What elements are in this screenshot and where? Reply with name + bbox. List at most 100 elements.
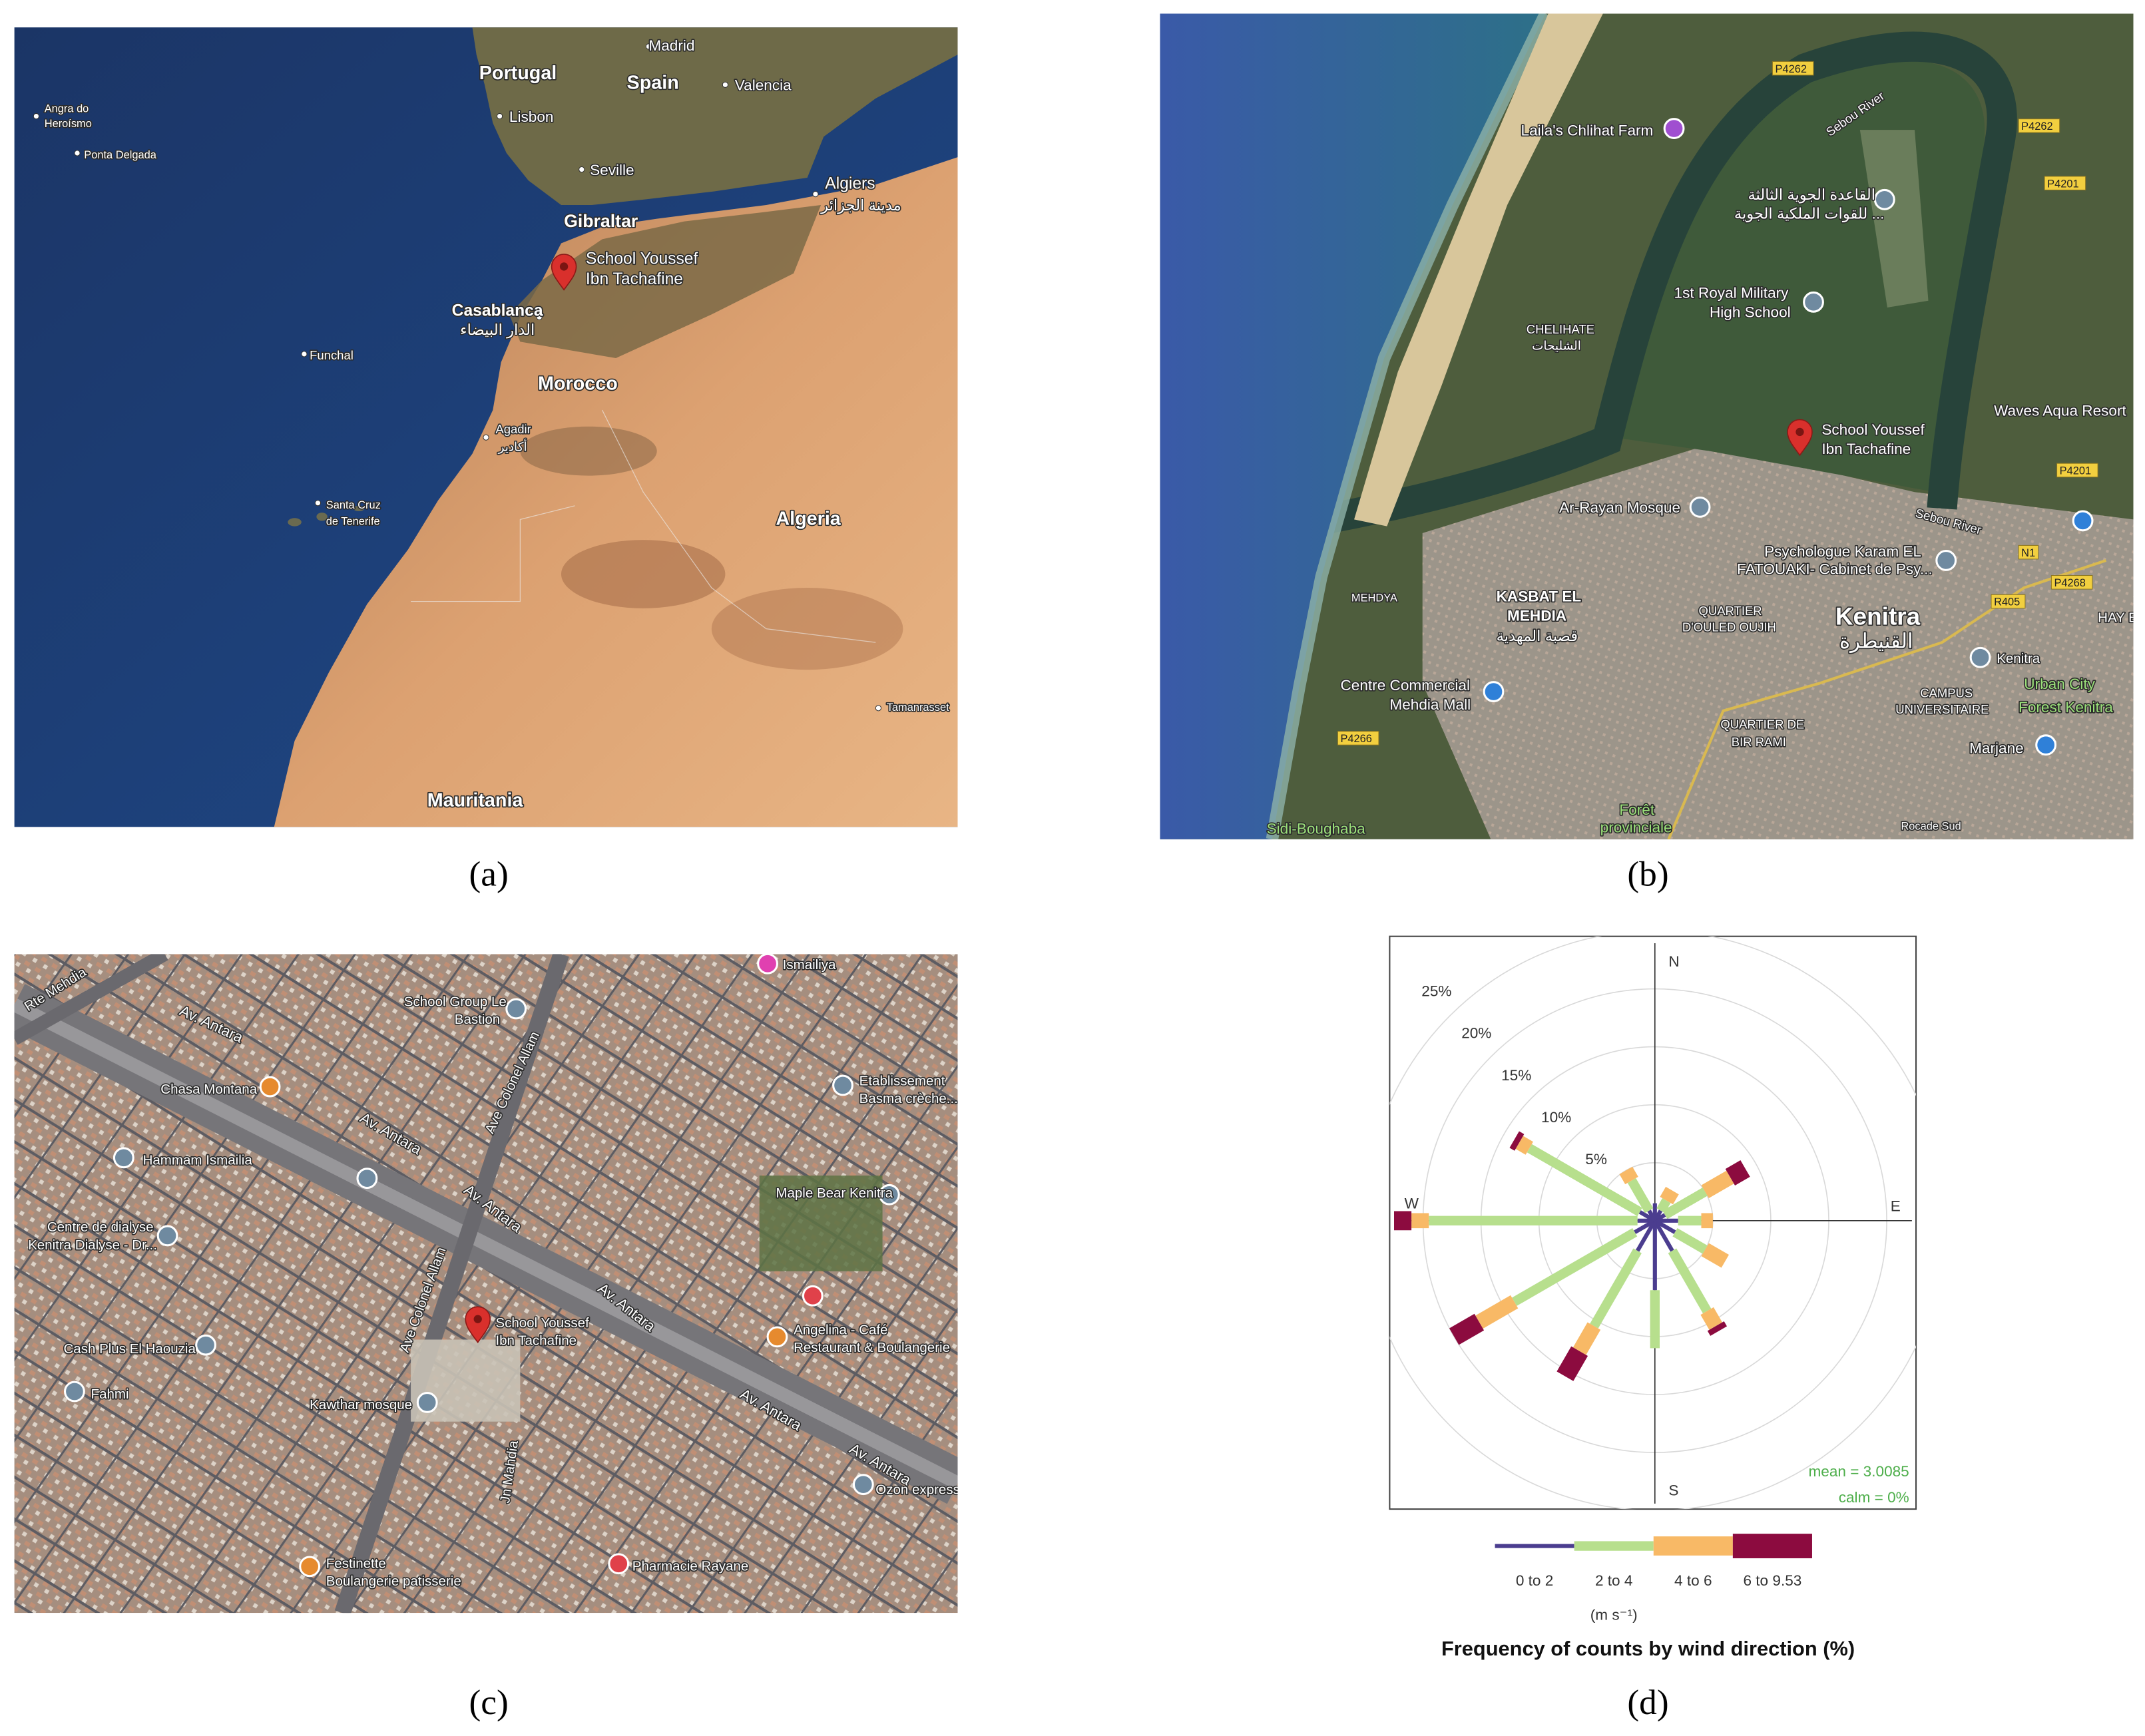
poi-icon (852, 1474, 874, 1496)
legend-unit: (m s⁻¹) (1590, 1606, 1638, 1623)
chart-title: Frequency of counts by wind direction (%… (1441, 1637, 1855, 1660)
map-label: P4268 (2054, 577, 2085, 589)
rose-segment (1725, 1160, 1750, 1186)
rose-segment (1701, 1243, 1730, 1268)
poi-icon (1663, 118, 1685, 139)
poi-icon (356, 1168, 378, 1190)
map-label: School Youssef (1821, 421, 1925, 438)
map-label: MEHDYA (1351, 592, 1397, 604)
map-label: الدار البيضاء (460, 322, 535, 339)
rose-segment (1556, 1346, 1588, 1381)
map-label: Chasa Montana (160, 1082, 257, 1097)
map-label: Valencia (735, 77, 792, 94)
map-label: Funchal (310, 348, 354, 362)
compass-label: S (1668, 1482, 1678, 1499)
road-shield (2018, 118, 2060, 133)
compass-label: E (1891, 1197, 1901, 1214)
legend-label: 0 to 2 (1516, 1572, 1554, 1589)
poi-icon (2035, 734, 2057, 756)
rose-segment (1660, 1186, 1679, 1205)
map-label: Maple Bear Kenitra (776, 1186, 893, 1201)
map-label: 1st Royal Military (1674, 285, 1789, 302)
map-label: Forest Kenitra (2019, 699, 2113, 716)
poi-icon (2072, 510, 2094, 532)
r-tick-label: 20% (1461, 1025, 1491, 1042)
map-label: Mauritania (427, 790, 524, 811)
location-pin (1787, 419, 1813, 457)
rose-segment (1512, 1228, 1638, 1306)
map-label: Forêt (1619, 801, 1654, 818)
map-label: Angra do (45, 103, 89, 114)
poi-icon (1803, 291, 1824, 313)
road-shield (2044, 176, 2086, 190)
map-label: Fahmi (91, 1387, 129, 1402)
map-label: Psychologue Karam EL (1764, 543, 1921, 560)
rose-segment (1636, 1219, 1657, 1252)
rose-segment (1656, 1198, 1671, 1213)
map-label: Ar-Rayan Mosque (1559, 499, 1680, 516)
map-label: de Tenerife (326, 516, 380, 528)
poi-icon (505, 998, 527, 1020)
surf (1266, 13, 1551, 839)
rose-segment (1590, 1248, 1642, 1329)
map-label: Spain (627, 72, 679, 93)
city-dot (875, 705, 882, 712)
map-label: CHELIHATE (1527, 322, 1594, 336)
rose-segment (1672, 1228, 1708, 1254)
map-label: Madrid (648, 37, 694, 54)
rose-segment (1449, 1313, 1485, 1345)
poi-icon (63, 1381, 85, 1403)
map-label: أكادير (498, 439, 527, 455)
poi-icon (608, 1553, 630, 1575)
map-label: provinciale (1600, 819, 1672, 836)
map-label: UNIVERSITAIRE (1895, 702, 1989, 716)
map-label: HAY E (2098, 610, 2138, 625)
annotation: calm = 0% (1839, 1489, 1909, 1506)
map-label: Rocade Sud (1901, 821, 1961, 833)
poi-icon (1873, 188, 1895, 210)
map-label: Ibn Tachafine (586, 270, 683, 288)
poi-icon (1689, 496, 1711, 518)
r-tick-label: 25% (1421, 982, 1451, 999)
map-label: Seville (590, 162, 634, 178)
border (602, 409, 876, 643)
poi-icon (802, 1285, 824, 1307)
panel-label: (c) (469, 1682, 509, 1722)
map-label: Agadir (495, 422, 531, 436)
city-dot (314, 500, 322, 507)
map-b: P4262 Laila's Chlihat Farm القاعدة الجوية … (1160, 13, 2138, 839)
poi-icon (1969, 646, 1991, 668)
map-label: Kenitra Dialyse - Dr... (28, 1237, 157, 1253)
legend-label: 2 to 4 (1595, 1572, 1633, 1589)
map-label: High School (1710, 304, 1791, 320)
city-dot (496, 112, 503, 120)
island (288, 518, 302, 527)
city-dot (579, 166, 585, 173)
city-dot (33, 112, 40, 120)
road-shield (1991, 594, 2026, 609)
airbase (1859, 130, 1929, 308)
r-tick-label: 15% (1501, 1067, 1531, 1084)
map-label: Kenitra (1835, 602, 1921, 630)
map-label: Bastion (455, 1012, 500, 1027)
map-label: Centre de dialyse (47, 1219, 154, 1235)
map-label: School Youssef (586, 250, 698, 268)
poi-icon (832, 1074, 853, 1096)
panel-label: (d) (1627, 1682, 1668, 1722)
map-label: Laila's Chlihat Farm (1521, 122, 1654, 138)
map-label: Kawthar mosque (310, 1397, 412, 1412)
map-label: Ibn Tachafine (495, 1333, 577, 1349)
map-label: Mehdia Mall (1389, 696, 1471, 713)
map-label: QUARTIER (1699, 604, 1762, 618)
poi-icon (299, 1556, 321, 1578)
ocean (1160, 13, 1546, 839)
poi-icon (416, 1392, 438, 1413)
map-label: Heroísmo (45, 118, 92, 130)
map-label: Restaurant & Boulangerie (794, 1340, 950, 1355)
map-label: Boulangerie patisserie (326, 1574, 461, 1589)
border (411, 505, 575, 602)
rose-segment (1662, 1188, 1708, 1219)
poi-icon (1483, 681, 1505, 703)
map-label: FATOUAKI- Cabinet de Psy... (1737, 560, 1933, 577)
